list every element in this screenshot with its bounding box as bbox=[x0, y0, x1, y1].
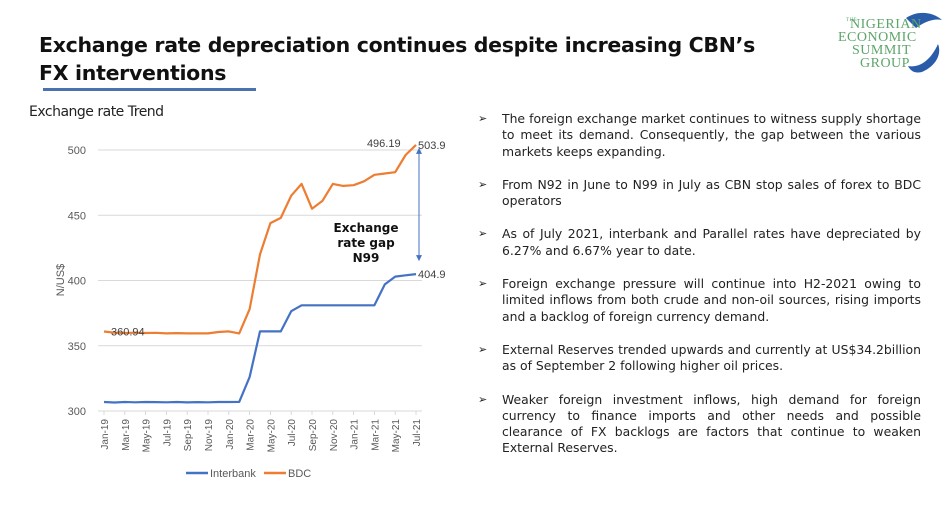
x-tick-label: Jul-19 bbox=[162, 419, 173, 447]
x-tick-label: Nov-19 bbox=[204, 419, 215, 452]
x-tick-label: May-20 bbox=[266, 419, 277, 453]
gap-arrow-head-down-icon bbox=[416, 255, 422, 262]
bullet-list: ➢ The foreign exchange market continues t… bbox=[478, 111, 921, 474]
series-line-interbank bbox=[103, 273, 417, 404]
x-tick-label: Jan-21 bbox=[350, 419, 361, 450]
bullet-text: As of July 2021, interbank and Parallel … bbox=[502, 226, 921, 258]
logo-line4: GROUP bbox=[860, 56, 910, 71]
x-tick-label: Mar-20 bbox=[246, 419, 257, 451]
data-label: 360.94 bbox=[111, 326, 145, 338]
logo-line3: SUMMIT bbox=[852, 43, 912, 58]
logo-line2: ECONOMIC bbox=[838, 30, 917, 45]
page-title-line1: Exchange rate depreciation continues des… bbox=[39, 33, 755, 57]
gap-arrow-head-up-icon bbox=[416, 147, 422, 154]
x-tick-label: Sep-19 bbox=[183, 419, 194, 452]
x-tick-label: Mar-21 bbox=[370, 419, 381, 451]
title-underline bbox=[43, 88, 256, 91]
y-tick-label: 450 bbox=[68, 210, 86, 222]
bullet-text: Foreign exchange pressure will continue … bbox=[502, 276, 921, 324]
bullet-item: ➢ External Reserves trended upwards and c… bbox=[478, 342, 921, 375]
legend-label-interbank: Interbank bbox=[210, 468, 256, 480]
bullet-text: External Reserves trended upwards and cu… bbox=[502, 341, 921, 374]
bullet-item: ➢ Foreign exchange pressure will continue… bbox=[478, 276, 921, 325]
x-tick-label: May-21 bbox=[391, 419, 402, 453]
bullet-arrow-icon: ➢ bbox=[478, 177, 488, 191]
bullet-arrow-icon: ➢ bbox=[478, 342, 488, 356]
bullet-text: Weaker foreign investment inflows, high … bbox=[502, 391, 921, 456]
bullet-arrow-icon: ➢ bbox=[478, 392, 488, 406]
logo-line1: NIGERIAN bbox=[850, 17, 922, 32]
bullet-text: The foreign exchange market continues to… bbox=[502, 111, 921, 159]
bullet-item: ➢ The foreign exchange market continues t… bbox=[478, 111, 921, 160]
page-title: Exchange rate depreciation continues des… bbox=[39, 31, 755, 87]
series-line-bdc bbox=[103, 144, 417, 335]
y-tick-label: 400 bbox=[68, 276, 86, 288]
x-tick-label: Jan-20 bbox=[225, 419, 236, 450]
bullet-item: ➢ As of July 2021, interbank and Parallel… bbox=[478, 226, 921, 259]
gap-annotation-text: rate gap bbox=[337, 236, 395, 250]
bullet-item: ➢ From N92 in June to N99 in July as CBN … bbox=[478, 177, 921, 210]
bullet-text: From N92 in June to N99 in July as CBN s… bbox=[502, 176, 921, 209]
bullet-arrow-icon: ➢ bbox=[478, 277, 488, 291]
x-tick-label: Jan-19 bbox=[100, 419, 111, 450]
nesg-swoosh-icon bbox=[906, 12, 942, 73]
x-tick-label: May-19 bbox=[142, 419, 153, 453]
bullet-arrow-icon: ➢ bbox=[478, 112, 488, 125]
x-tick-label: Mar-19 bbox=[121, 419, 132, 451]
y-axis-label: N/US$ bbox=[55, 264, 67, 296]
nesg-logo: THE NIGERIAN ECONOMIC SUMMIT GROUP bbox=[838, 8, 948, 76]
x-tick-label: Jul-21 bbox=[412, 419, 423, 447]
x-tick-label: Sep-20 bbox=[308, 419, 319, 452]
data-label: 404.9 bbox=[418, 269, 446, 281]
gap-annotation-text: Exchange bbox=[334, 221, 399, 235]
chart-title: Exchange rate Trend bbox=[29, 104, 164, 120]
bullet-item: ➢ Weaker foreign investment inflows, high… bbox=[478, 392, 921, 457]
x-tick-label: Jul-20 bbox=[287, 419, 298, 447]
y-tick-label: 300 bbox=[68, 406, 86, 418]
y-tick-label: 350 bbox=[68, 341, 86, 353]
logo-small: THE bbox=[846, 18, 858, 23]
bullet-arrow-icon: ➢ bbox=[478, 227, 488, 241]
data-label: 503.9 bbox=[418, 140, 446, 152]
data-label: 496.19 bbox=[367, 138, 401, 150]
exchange-rate-chart: 300 350 400 450 500 Jan-19 Mar-19 May-19 Jul-19 S… bbox=[55, 138, 446, 480]
page-title-line2: FX interventions bbox=[39, 61, 227, 85]
x-tick-label: Nov-20 bbox=[329, 419, 340, 452]
gap-annotation-text: N99 bbox=[353, 251, 380, 265]
y-tick-label: 500 bbox=[68, 145, 86, 157]
legend-label-bdc: BDC bbox=[288, 468, 311, 480]
